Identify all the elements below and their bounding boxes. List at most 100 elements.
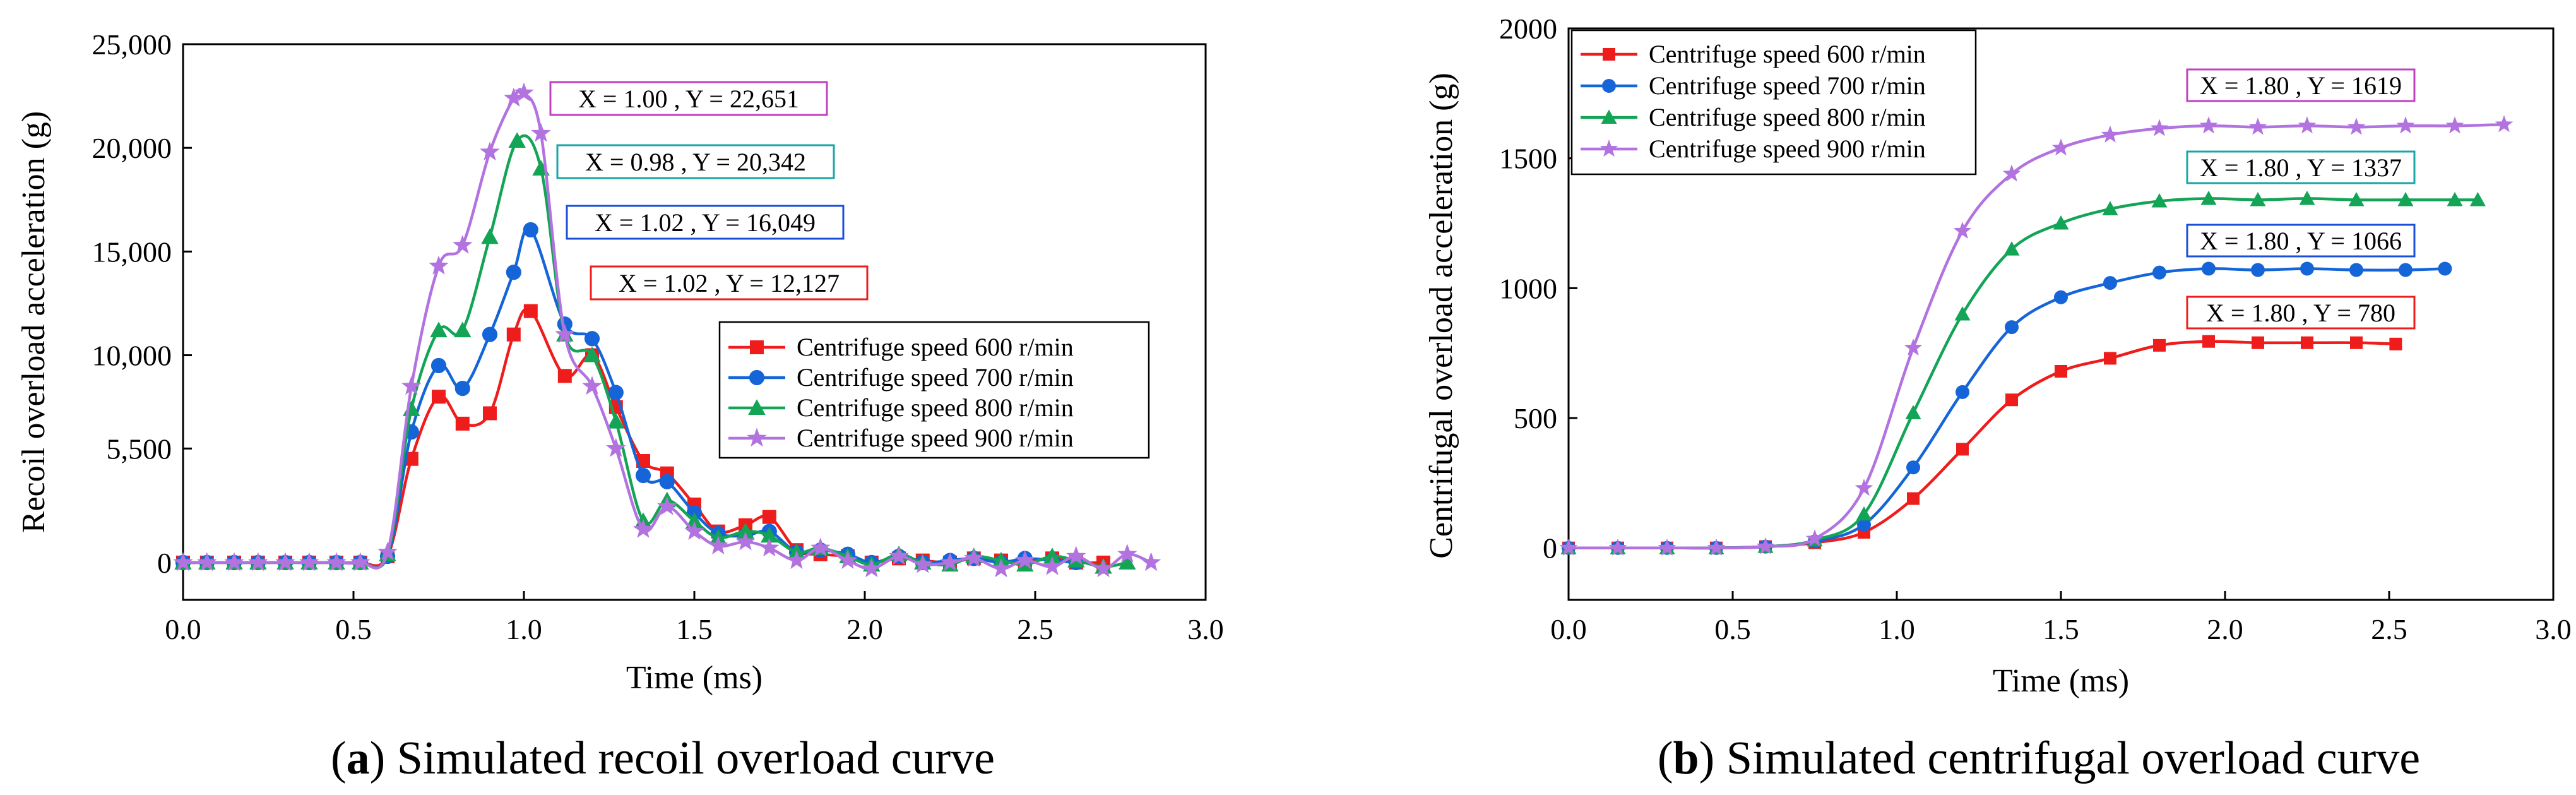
square-marker [2252, 336, 2264, 349]
star-marker [2396, 116, 2415, 134]
star-marker [480, 141, 500, 161]
star-marker [991, 558, 1011, 578]
circle-marker [749, 369, 765, 386]
circle-marker [659, 474, 675, 489]
annotation-text: X = 0.98 , Y = 20,342 [585, 148, 806, 176]
star-marker [248, 552, 268, 571]
star-marker [555, 324, 575, 344]
triangle-marker [607, 412, 625, 429]
x-tick-label: 0.5 [1714, 613, 1751, 645]
panel-caption: (a) Simulated recoil overload curve [331, 732, 995, 784]
triangle-marker [508, 132, 526, 148]
star-marker [786, 550, 807, 569]
star-marker [633, 518, 653, 538]
x-axis-title: Time (ms) [626, 660, 763, 696]
series-4 [173, 82, 1161, 578]
annotation-label: X = 1.80 , Y = 1619 [2186, 68, 2416, 102]
x-tick-label: 1.5 [2043, 613, 2079, 645]
star-marker [173, 552, 193, 571]
y-tick-label: 5,500 [107, 433, 172, 465]
star-marker [2051, 138, 2070, 156]
star-marker [299, 552, 319, 571]
annotation-box [549, 81, 828, 116]
annotation-layer: X = 1.80 , Y = 1619 X = 1.80 , Y = 1337 X … [2186, 68, 2416, 330]
star-marker [2445, 116, 2464, 134]
square-marker [2153, 338, 2166, 352]
star-marker [326, 552, 347, 571]
legend-label: Centrifuge speed 600 r/min [797, 333, 1074, 361]
x-tick-label: 0.0 [1550, 613, 1587, 645]
circle-marker [454, 380, 470, 397]
star-marker [657, 496, 677, 515]
x-tick-label: 3.0 [1187, 613, 1224, 645]
x-axis-title: Time (ms) [1993, 663, 2129, 699]
star-marker [1855, 479, 1873, 496]
star-marker [2150, 119, 2169, 136]
x-tick-label: 2.0 [2207, 613, 2243, 645]
star-marker [1015, 550, 1035, 569]
circle-marker [523, 222, 538, 238]
star-marker [531, 123, 551, 142]
triangle-marker [2469, 192, 2486, 206]
y-tick-label: 500 [1514, 402, 1557, 434]
series-line [1569, 340, 2396, 550]
annotation-label: X = 1.80 , Y = 1337 [2186, 150, 2416, 184]
square-marker [506, 327, 521, 342]
star-marker [2495, 115, 2514, 133]
series-line [1569, 123, 2505, 550]
triangle-marker [2447, 192, 2463, 206]
star-marker [1093, 558, 1113, 578]
triangle-marker [2397, 192, 2414, 206]
circle-marker [2152, 265, 2166, 280]
star-marker [684, 521, 704, 540]
star-marker [401, 376, 422, 395]
square-marker [1956, 443, 1969, 456]
star-marker [1066, 546, 1086, 565]
legend-label: Centrifuge speed 900 r/min [797, 424, 1074, 452]
triangle-marker [2348, 192, 2365, 206]
legend-entry: Centrifuge speed 800 r/min [1581, 103, 1926, 131]
annotation-box [566, 205, 845, 240]
star-marker [1953, 221, 1972, 239]
y-tick-label: 25,000 [92, 28, 172, 61]
star-marker [1707, 538, 1726, 556]
triangle-marker [481, 228, 499, 244]
annotation-text: X = 1.80 , Y = 1337 [2200, 153, 2402, 182]
square-marker [432, 390, 446, 404]
square-marker [2350, 336, 2363, 349]
y-axis-title: Recoil overload acceleration (g) [16, 111, 52, 533]
triangle-marker [430, 321, 448, 338]
triangle-marker [454, 321, 472, 338]
star-marker [2199, 116, 2218, 134]
legend-entry: Centrifuge speed 900 r/min [1581, 134, 1926, 163]
square-marker [523, 304, 538, 318]
x-axis-ticks: 0.0 0.5 1.0 1.5 2.0 2.5 3.0 [1550, 591, 2572, 645]
y-tick-label: 1500 [1499, 143, 1557, 175]
square-marker [2301, 336, 2313, 349]
series-layer [173, 82, 1161, 578]
circle-marker [1906, 460, 1920, 475]
square-marker [750, 340, 764, 354]
star-marker [1141, 552, 1161, 571]
square-marker [455, 416, 470, 431]
star-marker [913, 554, 933, 573]
star-marker [350, 552, 371, 571]
annotation-box [2186, 150, 2416, 184]
legend-label: Centrifuge speed 700 r/min [797, 363, 1074, 392]
annotation-text: X = 1.80 , Y = 1619 [2200, 71, 2402, 100]
x-tick-label: 0.5 [335, 613, 372, 645]
square-marker [2005, 393, 2018, 407]
y-axis-title: Centrifugal overload acceleration (g) [1423, 73, 1459, 559]
panel-b-centrifugal-chart: 0.0 0.5 1.0 1.5 2.0 2.5 3.0 0 500 1000 1500 2000 X… [1423, 13, 2572, 784]
star-marker [504, 87, 524, 107]
y-tick-label: 0 [1543, 532, 1557, 565]
legend-entry: Centrifuge speed 600 r/min [728, 333, 1074, 361]
circle-marker [1956, 385, 1969, 399]
star-marker [2002, 164, 2021, 182]
triangle-marker [2200, 190, 2217, 205]
triangle-marker [2053, 215, 2069, 230]
annotation-box [2186, 296, 2416, 330]
star-marker [862, 558, 882, 578]
triangle-marker [761, 527, 778, 543]
series-layer [1559, 115, 2514, 556]
